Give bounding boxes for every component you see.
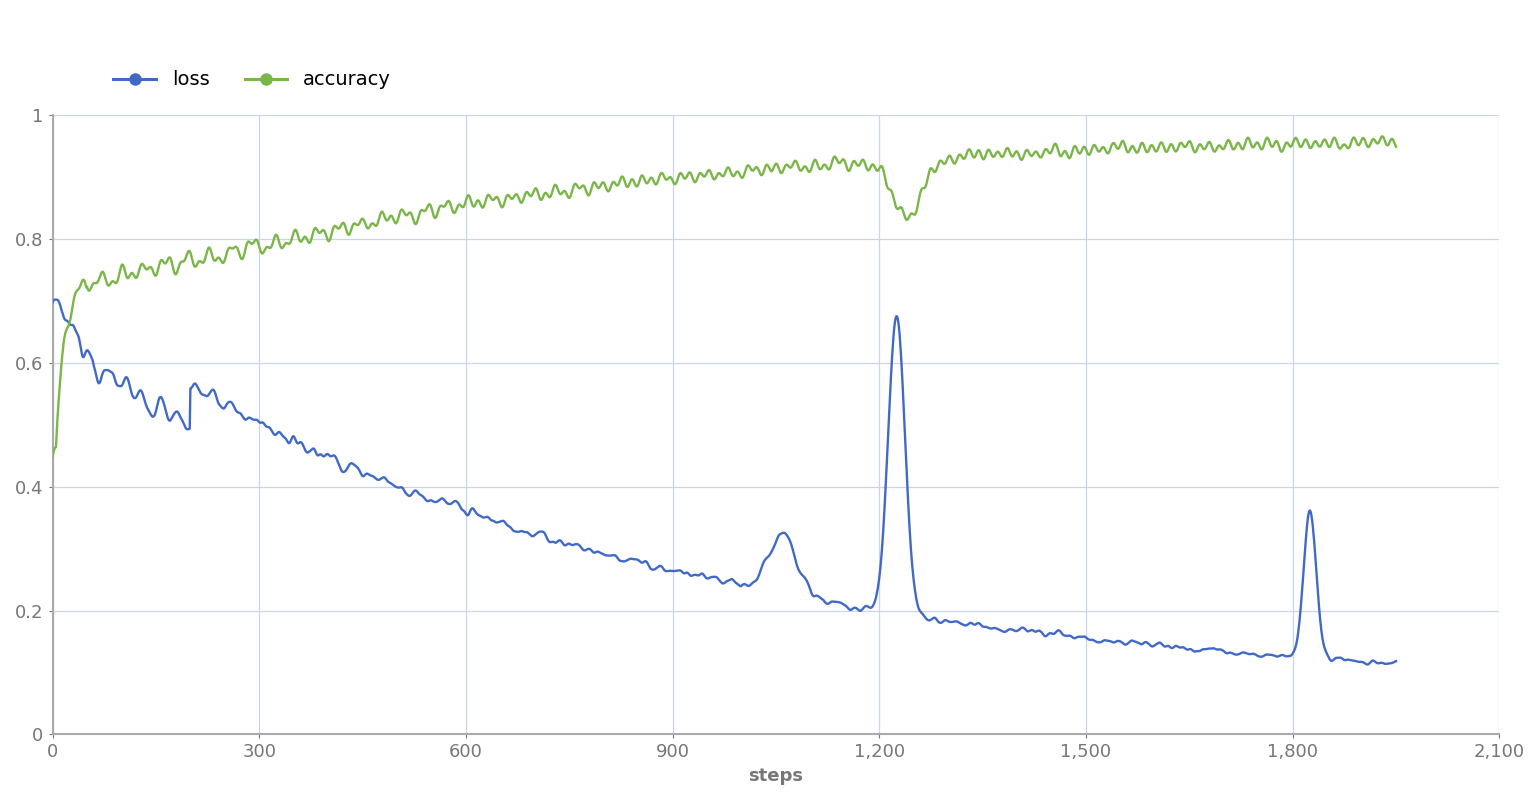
loss bbox=[1334, 654, 1352, 663]
loss bbox=[902, 552, 921, 562]
accuracy bbox=[317, 234, 336, 243]
Line: accuracy: accuracy bbox=[52, 136, 1397, 457]
accuracy bbox=[1203, 144, 1221, 154]
loss bbox=[1204, 643, 1223, 653]
loss bbox=[1358, 660, 1377, 670]
accuracy bbox=[43, 452, 62, 462]
loss bbox=[131, 386, 149, 395]
accuracy bbox=[1332, 142, 1351, 152]
accuracy bbox=[1374, 131, 1392, 141]
loss bbox=[1388, 656, 1406, 666]
loss bbox=[43, 298, 62, 307]
accuracy bbox=[901, 209, 919, 218]
accuracy bbox=[131, 262, 149, 272]
Legend: loss, accuracy: loss, accuracy bbox=[106, 62, 399, 98]
loss bbox=[319, 450, 337, 459]
Line: loss: loss bbox=[52, 299, 1397, 665]
accuracy bbox=[1388, 142, 1406, 151]
loss bbox=[46, 294, 65, 304]
accuracy bbox=[391, 207, 410, 217]
X-axis label: steps: steps bbox=[748, 767, 804, 785]
loss bbox=[391, 482, 410, 492]
